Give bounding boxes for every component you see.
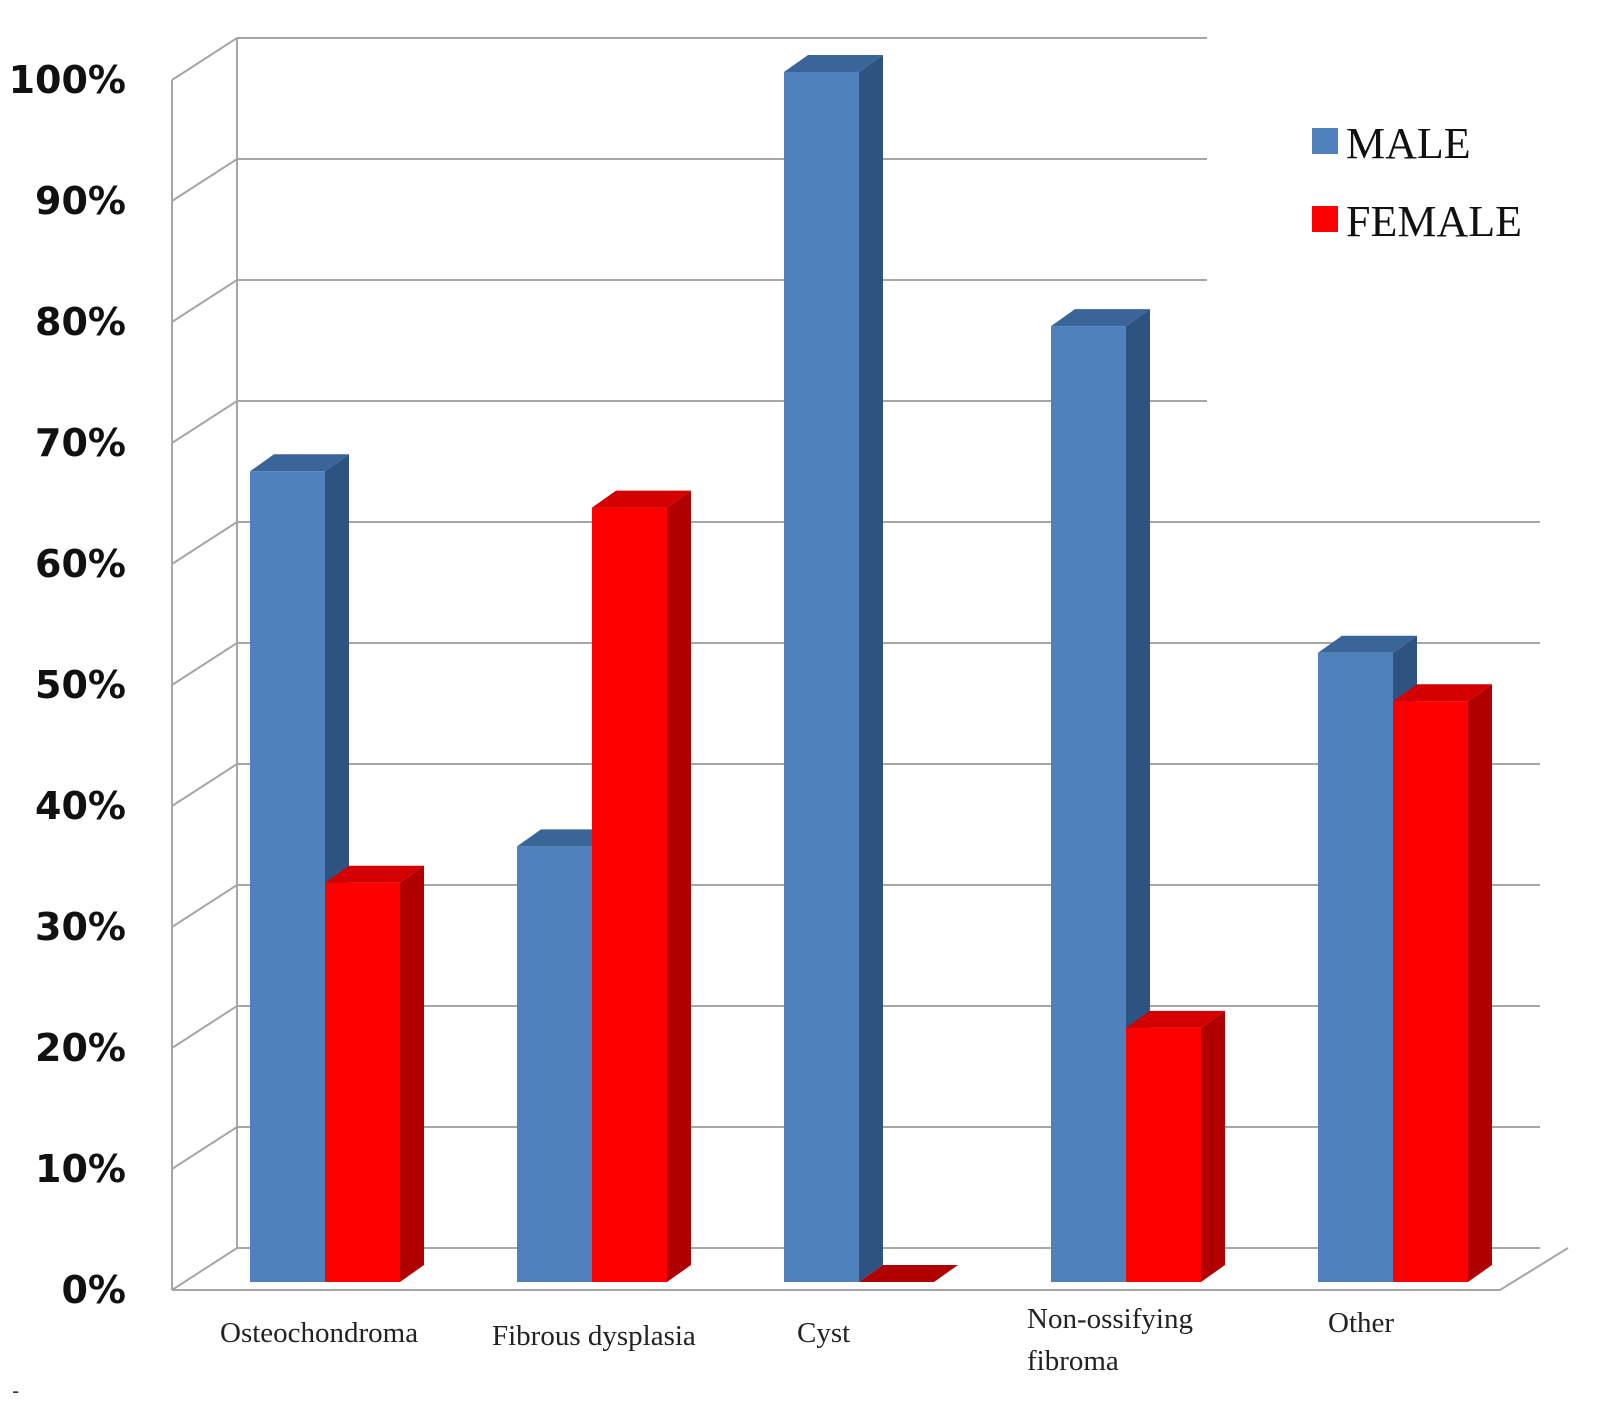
y-tick-label: 40% — [35, 784, 126, 828]
y-tick-label: 60% — [35, 542, 126, 586]
x-tick-label: Osteochondroma — [220, 1317, 418, 1349]
legend: MALE FEMALE — [1312, 119, 1522, 246]
y-tick-label: 50% — [35, 663, 126, 707]
y-axis-ticks: 0% 10% 20% 30% 40% 50% 60% 70% 80% 90% 100% — [9, 58, 126, 1312]
bar-female-2 — [859, 1265, 958, 1282]
gridline — [171, 158, 1207, 202]
y-tick-label: 20% — [35, 1026, 126, 1070]
bars — [250, 55, 1492, 1283]
bar-female-0 — [325, 865, 424, 1282]
y-tick-label: 100% — [9, 58, 126, 102]
x-tick-label: Other — [1328, 1307, 1394, 1339]
gridline — [171, 279, 1207, 323]
bar-female-4 — [1393, 684, 1492, 1282]
bar-female-1 — [592, 490, 691, 1283]
gridline — [171, 37, 1207, 81]
bar-male-2 — [784, 55, 883, 1282]
y-tick-label: 10% — [35, 1147, 126, 1191]
y-tick-label: 0% — [61, 1268, 126, 1312]
x-tick-label: Cyst — [797, 1317, 850, 1349]
y-tick-label: 80% — [35, 300, 126, 344]
x-tick-label: Fibrous dysplasia — [492, 1320, 696, 1352]
bar-female-3 — [1126, 1010, 1225, 1282]
gridlines — [171, 37, 1569, 1291]
legend-label-male: MALE — [1346, 119, 1471, 168]
x-tick-label: Non-ossifying fibroma — [1027, 1303, 1193, 1377]
y-tick-label: 90% — [35, 179, 126, 223]
y-tick-label: 70% — [35, 421, 126, 465]
legend-swatch-female — [1312, 206, 1338, 232]
y-tick-label: 30% — [35, 905, 126, 949]
footnote-mark: - — [12, 1379, 19, 1403]
floor-edge — [172, 1247, 1569, 1291]
legend-swatch-male — [1312, 128, 1338, 154]
x-axis-ticks: Osteochondroma Fibrous dysplasia Cyst Non-o… — [220, 1303, 1394, 1377]
legend-label-female: FEMALE — [1346, 197, 1522, 246]
